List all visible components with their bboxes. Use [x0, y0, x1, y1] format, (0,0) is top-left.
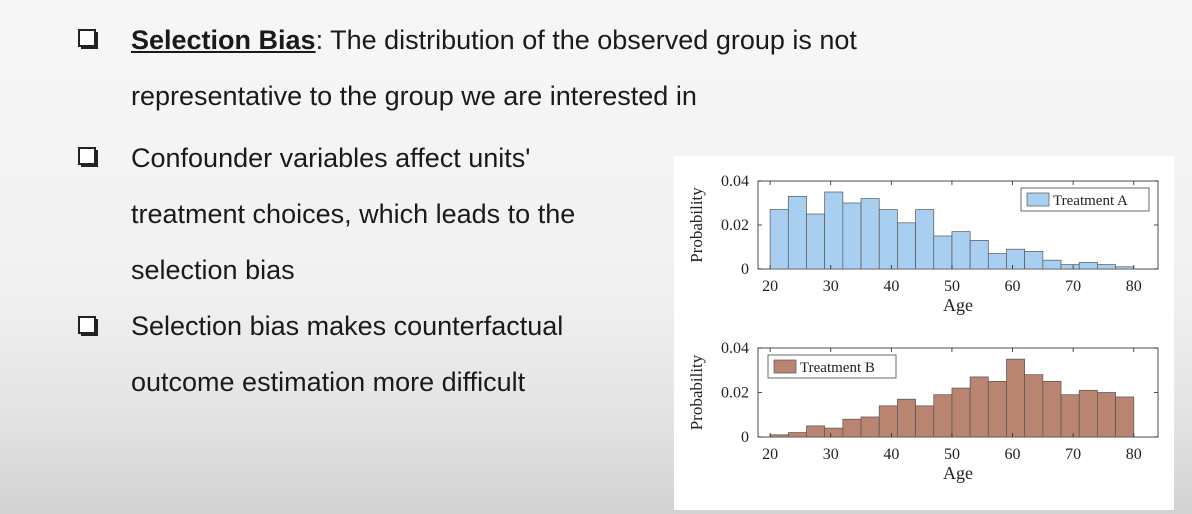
chart-1-legend-swatch — [1026, 192, 1050, 207]
chart-2-bar — [969, 376, 989, 438]
chart-1-bar — [969, 240, 989, 270]
bullet-2-line-1: Confounder variables affect units' — [131, 143, 531, 173]
chart-1-x-tick-label: 20 — [762, 278, 778, 295]
chart-2-y-axis-label: Probability — [687, 354, 706, 430]
chart-1-bar — [915, 209, 935, 270]
chart-1-x-tick-label: 40 — [883, 278, 899, 295]
chart-2-legend-box — [767, 354, 897, 379]
chart-1-x-tick-label: 80 — [1126, 278, 1142, 295]
chart-1-x-tick-label: 30 — [823, 278, 839, 295]
chart-1-bar — [987, 253, 1007, 270]
bullet-2-line-3: selection bias — [131, 255, 295, 285]
age-histogram-figure: 20 30 40 50 60 70 80 0 0.02 0.04 Age Probability Tre… — [674, 156, 1174, 510]
bullet-1-text: : The distribution of the observed group… — [315, 25, 857, 55]
chart-1-y-axis-label: Probability — [687, 187, 706, 263]
chart-1-y-tick-label: 0.04 — [721, 173, 749, 190]
chart-2-bar — [1115, 396, 1135, 438]
chart-1-bar — [1042, 259, 1062, 270]
chart-1-bar — [1024, 251, 1044, 270]
chart-1-legend-label: Treatment A — [1053, 193, 1128, 209]
chart-2-x-tick-label: 20 — [762, 446, 778, 463]
bullet-marker — [78, 29, 100, 51]
chart-1-bar — [1078, 262, 1098, 270]
chart-2-bar — [1006, 358, 1026, 438]
chart-2-bar — [933, 394, 953, 438]
chart-1-legend-box — [1020, 187, 1150, 212]
chart-2-bar — [824, 427, 844, 438]
bullet-marker — [78, 147, 100, 169]
chart-2-x-tick-label: 40 — [883, 446, 899, 463]
chart-2-bar — [915, 405, 935, 438]
bullet-marker — [78, 316, 100, 338]
chart-2-legend-swatch — [773, 359, 797, 374]
chart-2-y-tick-label: 0.04 — [721, 340, 749, 357]
bullet-1-line-1: Selection Bias: The distribution of the … — [131, 24, 857, 56]
bullet-1-line-2: representative to the group we are inter… — [131, 81, 697, 111]
chart-2-bar — [1060, 394, 1080, 438]
chart-2-x-tick-label: 50 — [944, 446, 960, 463]
chart-2-y-tick-label: 0 — [741, 429, 749, 446]
chart-2-bar — [951, 387, 971, 438]
bullet-3-line-2: outcome estimation more difficult — [131, 367, 526, 397]
chart-2-x-tick-label: 70 — [1065, 446, 1081, 463]
chart-2-x-axis-label: Age — [943, 463, 973, 483]
chart-1-bar — [1097, 264, 1116, 270]
bullet-2-line-2: treatment choices, which leads to the — [131, 199, 576, 229]
selection-bias-term: Selection Bias — [131, 25, 316, 55]
chart-2-bar — [842, 418, 862, 438]
chart-1-bar — [769, 209, 789, 270]
chart-2-bar — [860, 416, 880, 438]
chart-2-bar — [987, 381, 1007, 438]
chart-2-bar — [806, 425, 826, 438]
chart-1-x-tick-label: 50 — [944, 278, 960, 295]
chart-2-x-tick-label: 30 — [823, 446, 839, 463]
chart-1-bar — [1115, 266, 1135, 270]
chart-1-bar — [933, 235, 953, 270]
chart-1-x-axis-label: Age — [943, 295, 973, 315]
chart-1-bar — [842, 202, 862, 270]
chart-2-bar — [769, 434, 789, 438]
chart-2-bar — [1097, 392, 1116, 438]
chart-2-bar — [1078, 389, 1098, 438]
chart-2-bar — [1042, 381, 1062, 438]
chart-1-y-tick-label: 0 — [741, 261, 749, 278]
chart-1-bar — [897, 222, 916, 270]
chart-2-y-tick-label: 0.02 — [721, 385, 749, 402]
chart-1-y-tick-label: 0.02 — [721, 217, 749, 234]
chart-1-bar — [806, 213, 826, 270]
chart-2-x-tick-label: 80 — [1126, 446, 1142, 463]
chart-2-bar — [1024, 374, 1044, 438]
chart-1-bar — [1060, 264, 1080, 270]
chart-2-bar — [787, 432, 807, 438]
chart-1-x-tick-label: 60 — [1005, 278, 1021, 295]
chart-1-bar — [951, 231, 971, 270]
bullet-3-line-1: Selection bias makes counterfactual — [131, 311, 564, 341]
chart-2-bar — [878, 405, 898, 438]
chart-2-bar — [897, 398, 916, 438]
chart-2-legend-label: Treatment B — [800, 360, 875, 376]
histogram-svg: 20 30 40 50 60 70 80 0 0.02 0.04 Age Probability Tre… — [674, 156, 1174, 510]
chart-1-bar — [787, 196, 807, 270]
chart-1-bar — [860, 198, 880, 270]
chart-1-x-tick-label: 70 — [1065, 278, 1081, 295]
chart-1-bar — [824, 191, 844, 270]
chart-1-bar — [878, 209, 898, 270]
chart-1-bar — [1006, 248, 1026, 270]
chart-2-x-tick-label: 60 — [1005, 446, 1021, 463]
